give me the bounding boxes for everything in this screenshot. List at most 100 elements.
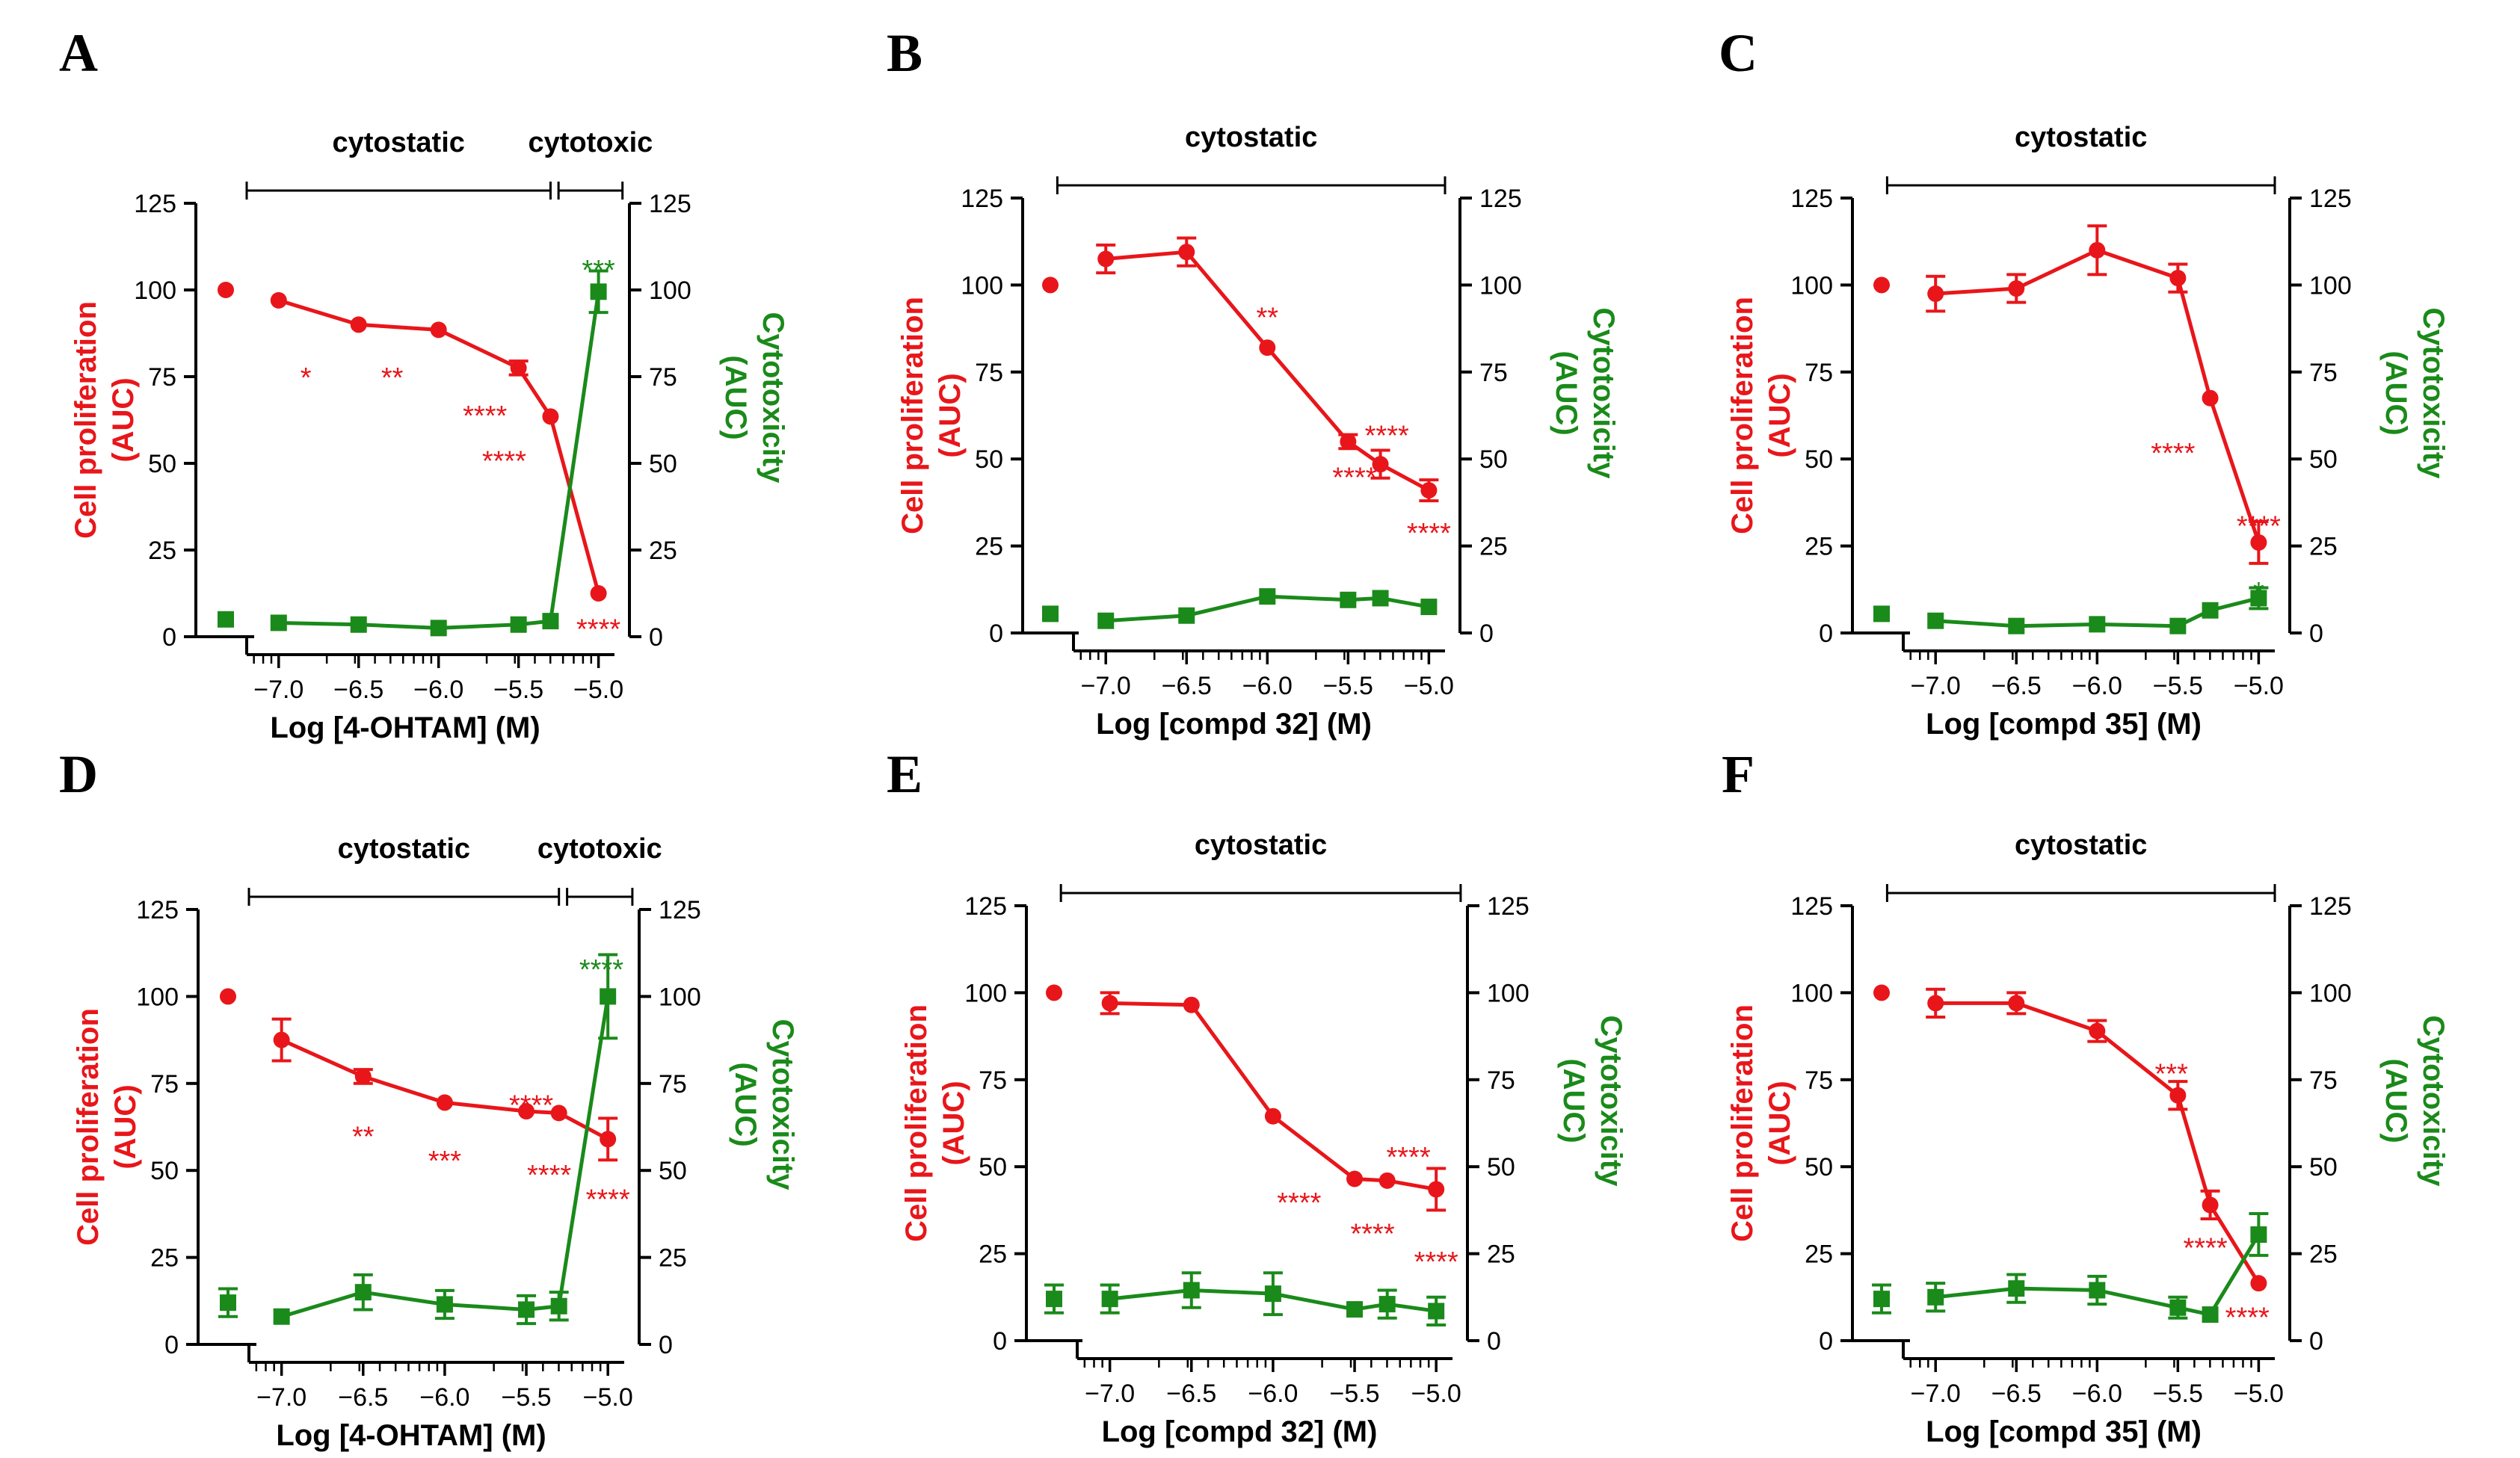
cytotoxicity-line — [278, 291, 601, 630]
cytotoxicity-point — [1183, 1282, 1200, 1299]
left-y-title-line2: (AUC) — [937, 1081, 970, 1165]
proliferation-point — [1046, 984, 1062, 1001]
proliferation-line — [1109, 1001, 1437, 1191]
proliferation-point — [1259, 339, 1276, 356]
proliferation-series — [1873, 224, 2269, 565]
region-label: cytostatic — [2015, 122, 2147, 153]
cytotoxicity-point — [2169, 617, 2187, 634]
left-y-tick-label: 25 — [979, 1241, 1007, 1269]
left-y-tick-label: 75 — [150, 1070, 179, 1099]
x-tick-label: −5.5 — [1329, 1380, 1379, 1408]
x-tick-label: −7.0 — [253, 676, 304, 704]
right-y-tick-label: 50 — [1479, 445, 1508, 474]
significance-annotation: *** — [2155, 1058, 2189, 1090]
panel-letter: E — [887, 744, 922, 804]
significance-annotation: **** — [1332, 462, 1376, 493]
cytotoxicity-series — [218, 953, 618, 1326]
cytotoxicity-point — [430, 620, 447, 637]
right-y-tick-label: 50 — [1487, 1153, 1515, 1181]
cytotoxicity-point — [1378, 1296, 1396, 1313]
left-y-tick-label: 75 — [1805, 1066, 1833, 1095]
proliferation-point — [1927, 995, 1944, 1012]
right-y-tick-label: 100 — [659, 983, 701, 1011]
right-y-tick-label: 25 — [649, 537, 677, 565]
left-y-tick-label: 50 — [979, 1153, 1007, 1181]
significance-annotation: **** — [2184, 1232, 2228, 1264]
cytotoxicity-point — [1340, 591, 1357, 608]
region-label: cytostatic — [338, 833, 470, 865]
x-tick-label: −5.0 — [2234, 1380, 2284, 1408]
left-y-title-line2: (AUC) — [107, 377, 140, 462]
right-y-title-line1: Cytotoxicity — [1587, 308, 1620, 480]
cytotoxicity-point — [1428, 1303, 1445, 1320]
proliferation-point — [2202, 389, 2219, 407]
proliferation-line — [1935, 248, 2261, 543]
significance-annotation: ** — [1257, 302, 1279, 333]
right-y-title: Cytotoxicity(AUC) — [2379, 1016, 2450, 1187]
region-label: cytostatic — [1195, 830, 1327, 861]
x-tick-label: −6.0 — [2072, 1380, 2122, 1408]
proliferation-point — [354, 1068, 372, 1085]
x-axis-title: Log [compd 32] (M) — [1096, 708, 1372, 741]
right-y-title-line1: Cytotoxicity — [2417, 308, 2450, 480]
right-y-title-line2: (AUC) — [719, 355, 752, 439]
left-y-title-line1: Cell proliferation — [896, 297, 929, 534]
left-y-tick-label: 125 — [1790, 185, 1833, 213]
cytotoxicity-point — [590, 283, 607, 300]
proliferation-point — [270, 291, 287, 309]
left-y-tick-label: 50 — [1805, 1153, 1833, 1181]
x-tick-label: −7.0 — [1085, 1380, 1135, 1408]
left-y-tick-label: 75 — [979, 1066, 1007, 1095]
right-y-tick-label: 25 — [1479, 533, 1508, 561]
significance-annotation: **** — [482, 445, 526, 477]
proliferation-point — [550, 1105, 567, 1122]
right-y-tick-label: 75 — [659, 1070, 687, 1099]
proliferation-point — [1101, 995, 1118, 1012]
x-tick-label: −5.5 — [2153, 1380, 2203, 1408]
left-y-title-line1: Cell proliferation — [72, 1008, 105, 1246]
cytotoxicity-point — [2202, 1306, 2219, 1323]
right-y-tick-label: 0 — [649, 623, 663, 652]
left-y-title-line2: (AUC) — [1763, 373, 1796, 457]
left-y-tick-label: 25 — [975, 533, 1003, 561]
proliferation-point — [436, 1094, 453, 1111]
cytotoxicity-line — [280, 996, 610, 1319]
x-axis-title: Log [compd 35] (M) — [1926, 708, 2202, 741]
left-y-title: Cell proliferation (AUC) — [900, 1004, 970, 1242]
right-y-title: Cytotoxicity(AUC) — [729, 1019, 799, 1191]
proliferation-series — [220, 988, 618, 1162]
cytotoxicity-point — [1873, 1291, 1890, 1308]
panel-letter: C — [1719, 23, 1757, 83]
proliferation-point — [2008, 280, 2025, 297]
cytotoxicity-series — [1042, 588, 1438, 629]
cytotoxicity-point — [1178, 607, 1195, 624]
significance-annotation: **** — [2237, 511, 2281, 543]
proliferation-point — [1372, 456, 1389, 473]
proliferation-point — [1873, 984, 1890, 1001]
cytotoxicity-point — [1264, 1285, 1281, 1303]
x-tick-label: −5.0 — [573, 676, 623, 704]
right-y-title: Cytotoxicity(AUC) — [719, 312, 789, 484]
right-y-title-line2: (AUC) — [1550, 350, 1583, 435]
right-y-tick-label: 75 — [2309, 359, 2338, 387]
left-y-tick-label: 75 — [148, 363, 176, 392]
proliferation-point — [518, 1103, 535, 1120]
cytotoxicity-point — [2169, 1299, 2187, 1316]
left-y-tick-label: 0 — [1819, 1327, 1833, 1356]
right-y-title-line1: Cytotoxicity — [757, 312, 789, 484]
significance-annotation: *** — [428, 1146, 462, 1177]
significance-annotation: **** — [2225, 1302, 2270, 1333]
panel-b: B 0 0 25 25 50 50 75 75 100 100 125 125 −7.0 −6.5 −6.0 −… — [887, 23, 1620, 741]
right-y-title: Cytotoxicity(AUC) — [2379, 308, 2450, 480]
left-y-title-line2: (AUC) — [1763, 1081, 1796, 1165]
significance-annotation: * — [2253, 577, 2264, 608]
right-y-tick-label: 0 — [659, 1331, 673, 1359]
cytotoxicity-point — [2250, 590, 2267, 607]
proliferation-point — [1927, 285, 1944, 303]
proliferation-point — [590, 585, 607, 602]
proliferation-point — [430, 321, 447, 339]
right-y-tick-label: 125 — [1487, 892, 1529, 921]
cytotoxicity-point — [1097, 612, 1115, 629]
right-y-tick-label: 25 — [1487, 1241, 1515, 1269]
